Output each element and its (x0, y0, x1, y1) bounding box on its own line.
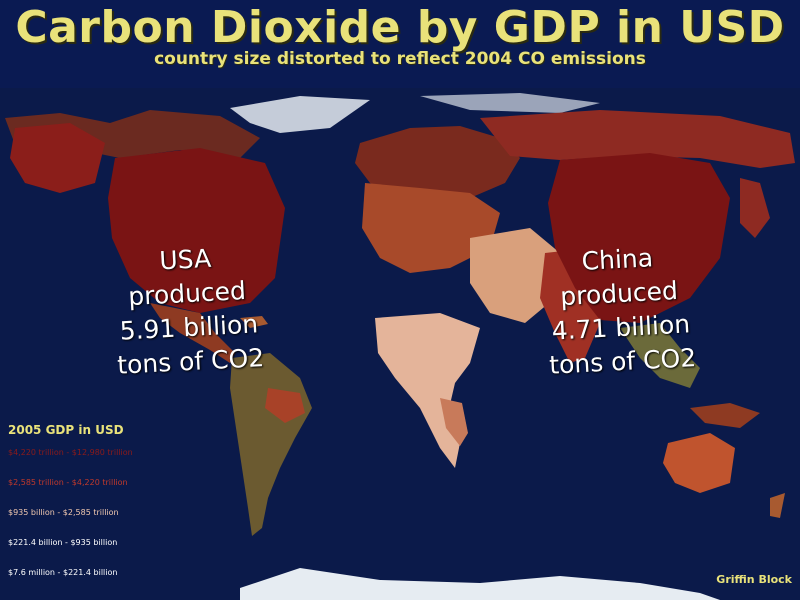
brazil (265, 388, 305, 423)
southeast-asia (620, 323, 700, 388)
antarctica (240, 568, 720, 600)
mexico (150, 303, 235, 363)
europe (355, 126, 520, 203)
caribbean (240, 316, 268, 328)
map-title: Carbon Dioxide by GDP in USD (15, 2, 785, 53)
europe-south (362, 183, 500, 273)
legend-item: $7.6 million - $221.4 billion (8, 568, 118, 577)
alaska (10, 123, 105, 193)
australia (663, 433, 735, 493)
china-callout: China produced 4.71 billion tons of CO2 (542, 239, 699, 383)
cartogram-map: USA produced 5.91 billion tons of CO2 Ch… (0, 88, 800, 600)
map-subtitle: country size distorted to reflect 2004 C… (154, 49, 646, 69)
usa-callout: USA produced 5.91 billion tons of CO2 (109, 239, 268, 383)
russia (480, 110, 795, 168)
legend-item: $2,585 trillion - $4,220 trillion (8, 478, 128, 487)
legend: 2005 GDP in USD $4,220 trillion - $12,98… (8, 423, 198, 597)
legend-item: $4,220 trillion - $12,980 trillion (8, 448, 133, 457)
author-credit: Griffin Block (716, 573, 792, 586)
new-zealand (770, 493, 785, 518)
japan (740, 178, 770, 238)
south-africa (440, 398, 468, 446)
middle-east (470, 228, 560, 323)
usa (108, 148, 285, 313)
header: Carbon Dioxide by GDP in USD country siz… (0, 0, 800, 88)
world-cartogram (0, 88, 800, 600)
china (548, 153, 730, 323)
legend-item: $221.4 billion - $935 billion (8, 538, 118, 547)
greenland-ice (230, 96, 370, 133)
arctic-ice (420, 93, 600, 113)
legend-title: 2005 GDP in USD (8, 423, 124, 437)
legend-item: $935 billion - $2,585 trillion (8, 508, 119, 517)
indonesia (690, 403, 760, 428)
